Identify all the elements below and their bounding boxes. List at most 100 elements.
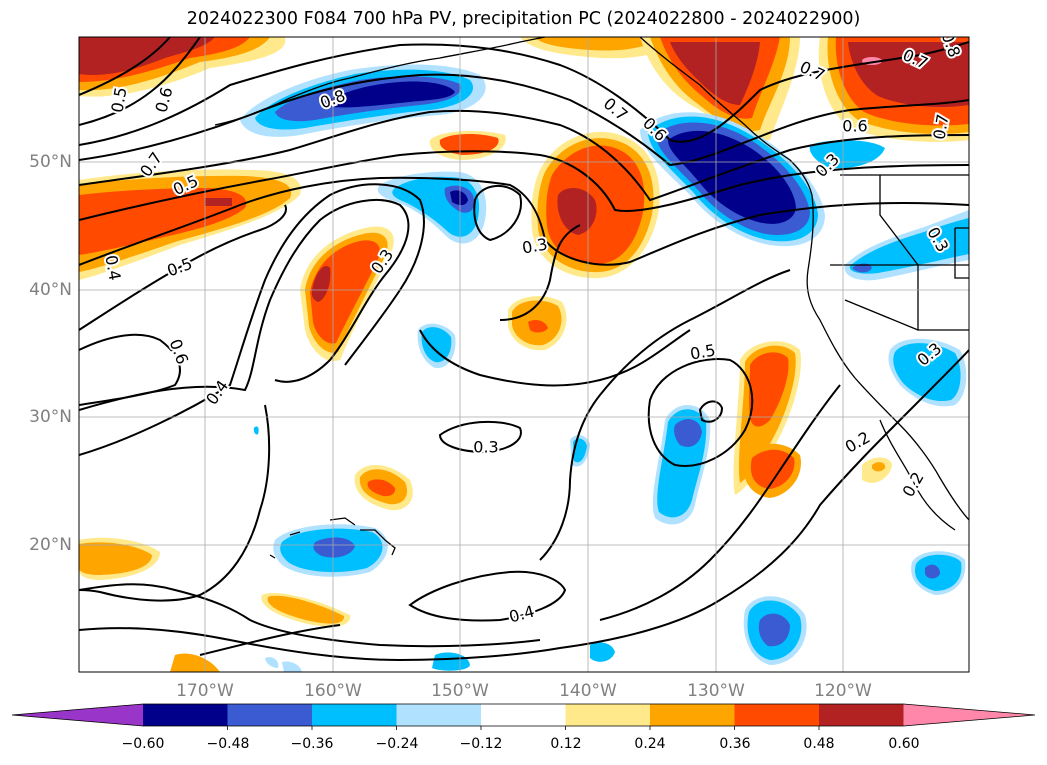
pv-contour-layer — [79, 37, 969, 662]
precip-negative-region — [590, 642, 615, 662]
precip-fill-layer — [79, 37, 969, 672]
pv-contour — [79, 333, 181, 406]
precip-negative-region — [421, 327, 452, 363]
colorbar-tick-label: −0.12 — [459, 736, 503, 752]
pv-contour — [79, 41, 969, 146]
precip-positive-region — [310, 240, 380, 344]
precip-negative-region — [253, 426, 259, 435]
map-frame — [78, 36, 970, 673]
precip-negative-region — [265, 657, 279, 668]
colorbar — [11, 703, 1036, 730]
precip-negative-region — [432, 652, 470, 671]
precip-positive-region — [170, 653, 220, 672]
pv-contour — [647, 358, 754, 467]
pv-contour — [79, 349, 969, 662]
precip-negative-region — [282, 661, 302, 672]
lon-label: 130°W — [687, 681, 745, 701]
precip-negative-region — [450, 190, 468, 206]
lon-label: 150°W — [431, 681, 489, 701]
colorbar-segment — [227, 704, 313, 726]
colorbar-segment — [396, 704, 482, 726]
pv-contour — [79, 404, 271, 602]
colorbar-extend-min — [12, 704, 143, 726]
precip-positive-region — [79, 37, 215, 76]
coastline-bc — [639, 37, 813, 196]
pv-contour — [599, 384, 841, 621]
precip-negative-region — [809, 140, 885, 169]
hawaii-islands — [269, 517, 396, 559]
precip-positive-region — [267, 595, 345, 624]
precip-positive-region — [79, 188, 247, 255]
precip-positive-region — [750, 449, 795, 489]
pv-contour — [438, 420, 522, 454]
colorbar-tick-label: −0.24 — [375, 736, 419, 752]
lon-label: 120°W — [814, 681, 872, 701]
precip-negative-region — [668, 130, 796, 224]
colorbar-segment — [143, 704, 228, 726]
colorbar-tick-label: −0.60 — [121, 736, 165, 752]
border-line — [954, 227, 969, 279]
border-line — [879, 175, 919, 266]
colorbar-tick-label: 0.48 — [803, 736, 835, 752]
colorbar-tick-label: 0.60 — [888, 736, 920, 752]
coastline-us-west — [806, 194, 969, 521]
precip-positive-region — [749, 352, 789, 427]
pv-contour — [79, 176, 969, 266]
precip-positive-region — [311, 266, 331, 302]
colorbar-tick-label: 0.36 — [719, 736, 751, 752]
colorbar-outline — [11, 703, 1036, 727]
pv-contour — [79, 583, 541, 648]
precip-positive-region — [528, 320, 548, 333]
precip-negative-region — [852, 263, 872, 273]
colorbar-segment — [312, 704, 397, 726]
pv-contour — [499, 224, 581, 321]
lat-label: 50°N — [29, 152, 72, 172]
precip-positive-region — [535, 37, 660, 51]
border-line — [844, 299, 919, 331]
pv-contour — [79, 204, 287, 331]
precip-negative-region — [313, 537, 355, 558]
precip-negative-region — [758, 613, 790, 647]
pv-contour — [698, 400, 724, 423]
lon-label: 140°W — [559, 681, 617, 701]
pv-contour — [199, 624, 341, 656]
precip-positive-region — [79, 542, 152, 575]
precip-negative-region — [849, 218, 969, 274]
colorbar-tick-label: −0.36 — [290, 736, 334, 752]
colorbar-segment — [565, 704, 651, 726]
pv-contour — [79, 37, 171, 96]
precip-negative-region — [674, 419, 702, 447]
contour-label: 0.6 — [842, 117, 867, 136]
colorbar-extend-max — [903, 704, 1035, 726]
precip-positive-region — [557, 188, 597, 235]
colorbar-tick-label: −0.48 — [206, 736, 250, 752]
precip-positive-region — [205, 198, 232, 206]
pv-contour — [408, 570, 567, 622]
precip-positive-region — [367, 479, 396, 497]
lat-label: 20°N — [29, 535, 72, 555]
colorbar-tick-label: 0.24 — [634, 736, 666, 752]
precip-negative-region — [320, 81, 455, 108]
coastline-alaska — [214, 37, 546, 126]
pv-contour — [539, 269, 791, 561]
contour-label: 0.4 — [101, 254, 124, 282]
precip-positive-region — [670, 42, 760, 105]
pv-contour — [79, 150, 969, 221]
colorbar-segment — [734, 704, 820, 726]
precip-positive-region — [439, 134, 499, 155]
colorbar-segment — [819, 704, 904, 726]
graticule-layer — [79, 37, 969, 672]
map-title: 2024022300 F084 700 hPa PV, precipitatio… — [186, 9, 861, 29]
lon-label: 160°W — [304, 681, 362, 701]
precip-negative-region — [893, 343, 961, 402]
coastline-baja — [879, 419, 956, 531]
contour-label-layer: 0.5 0.60.70.50.50.40.80.3 0.30.70.60.7 0.70… — [99, 37, 966, 629]
precip-negative-region — [925, 564, 940, 579]
pv-contour — [473, 185, 522, 242]
colorbar-segment — [650, 704, 735, 726]
lon-label: 170°W — [176, 681, 234, 701]
contour-label: 0.3 — [473, 438, 498, 457]
colorbar-segment — [481, 704, 566, 726]
precip-positive-region — [872, 462, 886, 472]
